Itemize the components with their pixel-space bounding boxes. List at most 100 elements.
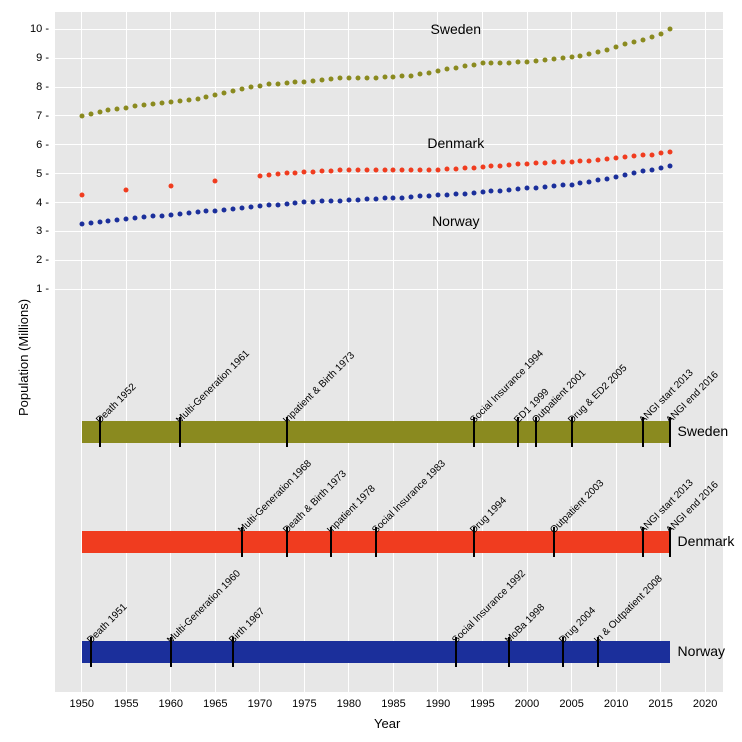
data-point-norway [275, 202, 280, 207]
data-point-sweden [614, 45, 619, 50]
data-point-denmark [640, 153, 645, 158]
timeline-country-label: Sweden [678, 423, 729, 439]
data-point-norway [498, 188, 503, 193]
data-point-sweden [248, 85, 253, 90]
data-point-norway [587, 180, 592, 185]
data-point-denmark [596, 157, 601, 162]
y-tick-label: 9 - [36, 52, 49, 64]
data-point-denmark [257, 173, 262, 178]
data-point-denmark [444, 167, 449, 172]
data-point-sweden [516, 60, 521, 65]
data-point-sweden [471, 62, 476, 67]
gridline-x [393, 12, 394, 692]
data-point-sweden [418, 72, 423, 77]
data-point-sweden [453, 65, 458, 70]
data-point-norway [471, 190, 476, 195]
x-tick-label: 2000 [515, 698, 539, 710]
data-point-denmark [400, 168, 405, 173]
data-point-sweden [186, 97, 191, 102]
data-point-norway [79, 221, 84, 226]
x-tick-label: 2020 [693, 698, 717, 710]
data-point-norway [320, 199, 325, 204]
data-point-norway [649, 167, 654, 172]
gridline-y [55, 289, 723, 290]
data-point-denmark [569, 159, 574, 164]
data-point-denmark [329, 168, 334, 173]
data-point-denmark [533, 161, 538, 166]
data-point-norway [578, 181, 583, 186]
x-tick-label: 1985 [381, 698, 405, 710]
data-point-sweden [79, 113, 84, 118]
gridline-x [571, 12, 572, 692]
data-point-sweden [97, 110, 102, 115]
data-point-norway [596, 178, 601, 183]
data-point-norway [195, 210, 200, 215]
data-point-sweden [320, 77, 325, 82]
data-point-denmark [79, 192, 84, 197]
data-point-denmark [498, 163, 503, 168]
gridline-y [55, 144, 723, 145]
data-point-norway [400, 195, 405, 200]
gridline-x [482, 12, 483, 692]
data-point-norway [391, 196, 396, 201]
data-point-denmark [391, 168, 396, 173]
data-point-norway [453, 192, 458, 197]
y-tick-label: 7 - [36, 110, 49, 122]
x-tick-label: 1990 [426, 698, 450, 710]
data-point-norway [418, 194, 423, 199]
data-point-denmark [355, 168, 360, 173]
data-point-sweden [115, 106, 120, 111]
data-point-sweden [177, 98, 182, 103]
gridline-y [55, 29, 723, 30]
timeline-bar-sweden [82, 421, 670, 443]
data-point-sweden [596, 49, 601, 54]
data-point-norway [97, 219, 102, 224]
data-point-sweden [480, 61, 485, 66]
data-point-sweden [231, 88, 236, 93]
data-point-norway [516, 187, 521, 192]
data-point-sweden [382, 75, 387, 80]
data-point-sweden [311, 78, 316, 83]
data-point-norway [640, 169, 645, 174]
data-point-denmark [168, 183, 173, 188]
data-point-norway [293, 200, 298, 205]
data-point-norway [168, 212, 173, 217]
data-point-sweden [631, 40, 636, 45]
data-point-denmark [418, 167, 423, 172]
data-point-sweden [498, 60, 503, 65]
data-point-sweden [257, 83, 262, 88]
data-point-norway [480, 189, 485, 194]
data-point-sweden [133, 104, 138, 109]
data-point-norway [667, 164, 672, 169]
data-point-denmark [284, 171, 289, 176]
data-point-sweden [106, 108, 111, 113]
data-point-denmark [667, 150, 672, 155]
data-point-denmark [516, 162, 521, 167]
data-point-sweden [88, 111, 93, 116]
data-point-sweden [373, 75, 378, 80]
data-point-norway [623, 173, 628, 178]
data-point-norway [525, 186, 530, 191]
data-point-norway [435, 193, 440, 198]
x-tick-label: 1955 [114, 698, 138, 710]
gridline-y [55, 87, 723, 88]
x-tick-label: 1980 [337, 698, 361, 710]
data-point-norway [364, 197, 369, 202]
series-label-sweden: Sweden [431, 21, 482, 37]
data-point-norway [266, 203, 271, 208]
data-point-denmark [435, 167, 440, 172]
y-tick-label: 2 - [36, 254, 49, 266]
data-point-sweden [623, 42, 628, 47]
data-point-denmark [623, 155, 628, 160]
data-point-denmark [507, 163, 512, 168]
x-axis-title: Year [374, 716, 400, 731]
data-point-sweden [329, 76, 334, 81]
x-tick-label: 2010 [604, 698, 628, 710]
data-point-denmark [382, 168, 387, 173]
data-point-sweden [444, 67, 449, 72]
data-point-denmark [364, 168, 369, 173]
data-point-norway [507, 188, 512, 193]
data-point-sweden [364, 75, 369, 80]
data-point-sweden [560, 56, 565, 61]
data-point-norway [462, 191, 467, 196]
